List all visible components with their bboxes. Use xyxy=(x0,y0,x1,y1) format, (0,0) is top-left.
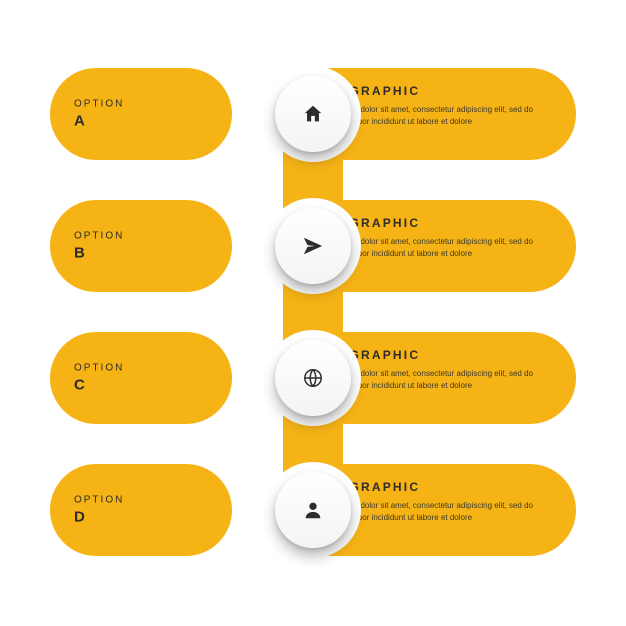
icon-circle-wrap xyxy=(265,462,361,558)
option-row: OPTIONDINFOGRAPHICLorem ipsum dolor sit … xyxy=(50,464,576,556)
option-row: OPTIONCINFOGRAPHICLorem ipsum dolor sit … xyxy=(50,332,576,424)
option-word: OPTION xyxy=(74,363,124,374)
option-letter: D xyxy=(74,509,124,526)
option-letter: A xyxy=(74,113,124,130)
icon-circle xyxy=(275,472,351,548)
option-label: OPTION A xyxy=(74,99,124,130)
option-letter: C xyxy=(74,377,124,394)
icon-circle-wrap xyxy=(265,66,361,162)
option-word: OPTION xyxy=(74,495,124,506)
infographic-stage: OPTIONAINFOGRAPHICLorem ipsum dolor sit … xyxy=(50,68,576,558)
paper-plane-icon xyxy=(302,235,324,257)
option-word: OPTION xyxy=(74,231,124,242)
option-label: OPTION B xyxy=(74,231,124,262)
user-icon xyxy=(302,499,324,521)
globe-icon xyxy=(302,367,324,389)
icon-circle xyxy=(275,76,351,152)
home-icon xyxy=(302,103,324,125)
option-row: OPTIONAINFOGRAPHICLorem ipsum dolor sit … xyxy=(50,68,576,160)
option-pill-left: OPTION B xyxy=(50,200,232,292)
icon-circle-wrap xyxy=(265,198,361,294)
option-row: OPTIONBINFOGRAPHICLorem ipsum dolor sit … xyxy=(50,200,576,292)
icon-circle xyxy=(275,340,351,416)
option-pill-left: OPTION A xyxy=(50,68,232,160)
icon-circle xyxy=(275,208,351,284)
option-word: OPTION xyxy=(74,99,124,110)
option-pill-left: OPTION D xyxy=(50,464,232,556)
icon-circle-wrap xyxy=(265,330,361,426)
option-label: OPTION D xyxy=(74,495,124,526)
option-pill-left: OPTION C xyxy=(50,332,232,424)
option-letter: B xyxy=(74,245,124,262)
option-label: OPTION C xyxy=(74,363,124,394)
